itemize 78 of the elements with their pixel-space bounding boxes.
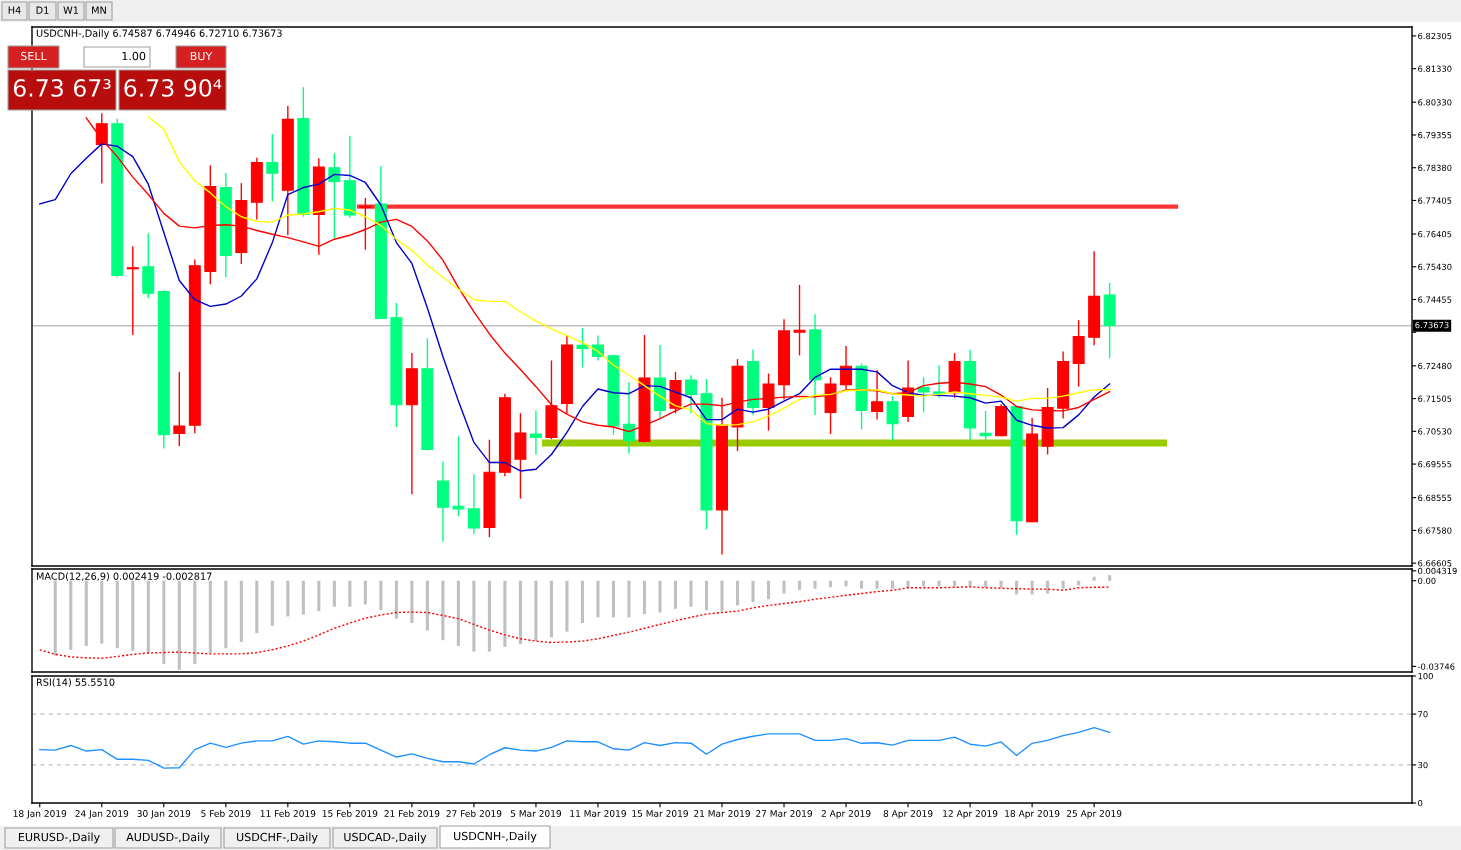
text: MN xyxy=(92,6,106,14)
text: D1 xyxy=(36,6,49,14)
x-tick-label: 2 Apr 2019 xyxy=(821,810,871,819)
x-tick-label: 21 Feb 2019 xyxy=(384,809,440,817)
x-tick-label: 5 Feb 2019 xyxy=(201,809,251,817)
x-tick-label: 18 Apr 2019 xyxy=(1005,810,1060,819)
x-tick-label: 8 Apr 2019 xyxy=(883,810,933,819)
y-tick-label: 0.00 xyxy=(1418,577,1436,584)
y-tick-label: 6.67580 xyxy=(1418,527,1452,534)
y-tick-label: 6.81330 xyxy=(1418,65,1452,72)
y-tick-label: 6.66605 xyxy=(1418,560,1452,567)
y-tick-label: 6.79355 xyxy=(1418,131,1452,139)
annotation: 1.00 xyxy=(122,51,146,61)
candlestick xyxy=(793,284,806,357)
y-tick-label: 100 xyxy=(1418,672,1433,680)
x-tick-label: 24 Jan 2019 xyxy=(75,810,129,819)
x-tick-label: 11 Mar 2019 xyxy=(570,810,626,817)
y-tick-label: 0.004319 xyxy=(1418,567,1457,575)
annotation: 6.73 90⁴ xyxy=(124,78,222,97)
candlestick xyxy=(452,435,465,517)
ref-line-label: 6.73673 xyxy=(1415,321,1449,329)
candlestick xyxy=(685,374,697,414)
candlestick xyxy=(917,376,930,413)
x-tick-label: 30 Jan 2019 xyxy=(137,810,191,819)
line-series xyxy=(39,586,1111,659)
text: W1 xyxy=(63,6,78,14)
x-tick-label: 27 Mar 2019 xyxy=(756,810,813,817)
annotation: BUY xyxy=(190,51,213,61)
text: USDCHF-,Daily xyxy=(237,832,318,844)
x-tick-label: 18 Jan 2019 xyxy=(13,810,67,819)
candlestick xyxy=(328,152,341,240)
x-tick-label: 11 Feb 2019 xyxy=(260,809,316,817)
candlestick xyxy=(467,473,480,535)
y-tick-label: 6.70530 xyxy=(1418,428,1452,435)
text: H4 xyxy=(8,6,21,14)
y-tick-label: 6.78380 xyxy=(1418,164,1452,171)
x-tick-label: 27 Feb 2019 xyxy=(446,809,502,817)
line-series xyxy=(39,726,1111,769)
candlestick xyxy=(840,345,853,390)
y-tick-label: 6.82305 xyxy=(1418,32,1452,40)
y-tick-label: 6.69555 xyxy=(1418,461,1452,468)
y-tick-label: 6.68555 xyxy=(1418,494,1452,501)
candlestick xyxy=(576,327,589,369)
y-tick-label: -0.03746 xyxy=(1417,663,1455,670)
candlestick xyxy=(266,133,279,202)
y-tick-label: 6.76405 xyxy=(1418,231,1452,238)
candlestick xyxy=(359,197,372,251)
candlestick xyxy=(886,395,899,442)
x-tick-label: 5 Mar 2019 xyxy=(510,810,562,817)
y-tick-label: 0 xyxy=(1418,799,1423,807)
text: USDCNH-,Daily xyxy=(454,831,537,843)
annotation: SELL xyxy=(21,51,47,61)
candlestick xyxy=(871,369,884,421)
text: EURUSD-,Daily xyxy=(18,832,100,844)
chart-title: MACD(12,26,9) 0.002419 -0.002817 xyxy=(36,572,212,581)
chart-title: USDCNH-,Daily 6.74587 6.74946 6.72710 6.73673 xyxy=(36,29,282,39)
x-tick-label: 25 Apr 2019 xyxy=(1066,810,1122,819)
x-tick-label: 15 Feb 2019 xyxy=(322,809,378,817)
chart-title: RSI(14) 55.5510 xyxy=(36,678,115,687)
candlestick xyxy=(933,364,946,399)
candlestick xyxy=(979,410,992,442)
candlestick xyxy=(529,410,542,456)
y-tick-label: 6.77405 xyxy=(1418,197,1452,204)
y-tick-label: 6.80330 xyxy=(1418,99,1452,106)
y-tick-label: 70 xyxy=(1418,711,1428,718)
x-tick-label: 21 Mar 2019 xyxy=(694,810,750,817)
y-tick-label: 6.74455 xyxy=(1418,296,1452,303)
annotation: 6.73 67³ xyxy=(13,78,111,97)
y-tick-label: 6.75430 xyxy=(1418,263,1452,271)
x-tick-label: 12 Apr 2019 xyxy=(943,810,998,819)
y-tick-label: 6.72480 xyxy=(1418,362,1452,370)
x-tick-label: 15 Mar 2019 xyxy=(632,810,688,817)
y-tick-label: 6.71505 xyxy=(1418,395,1452,402)
y-tick-label: 30 xyxy=(1418,761,1428,769)
candlestick xyxy=(173,371,186,447)
candlestick xyxy=(126,245,139,336)
text: AUDUSD-,Daily xyxy=(126,832,210,844)
text: USDCAD-,Daily xyxy=(344,832,427,844)
